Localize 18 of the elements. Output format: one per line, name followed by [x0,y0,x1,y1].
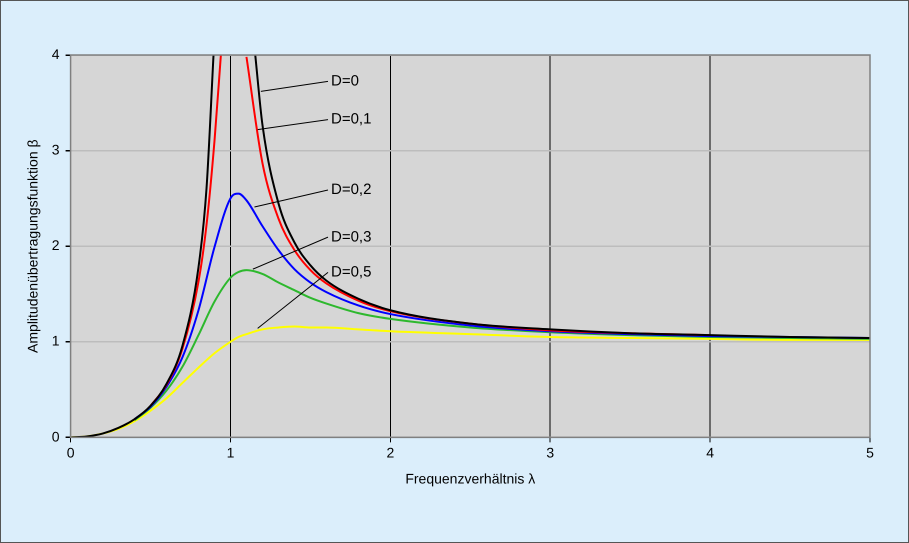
x-tick-label: 0 [66,444,75,461]
x-tick-label: 2 [386,444,394,461]
annotation: D=0 [330,72,359,90]
annotation: D=0,2 [330,181,372,198]
y-tick-label: 2 [52,237,60,254]
x-tick-label: 3 [546,444,554,461]
x-axis-title: Frequenzverhältnis λ [405,470,536,486]
y-tick-label: 0 [52,428,60,444]
y-tick-label: 3 [52,141,60,158]
x-tick-label: 4 [706,444,714,461]
y-axis-title: Amplitudenübertragungsfunktion β [24,139,40,353]
y-tick-label: 4 [52,46,60,62]
annotation: D=0,5 [330,264,372,281]
annotation: D=0,1 [330,110,372,128]
x-tick-label: 1 [226,444,235,461]
y-tick-label: 1 [52,332,60,349]
annotation: D=0,3 [330,228,372,246]
x-tick-label: 5 [866,444,874,461]
